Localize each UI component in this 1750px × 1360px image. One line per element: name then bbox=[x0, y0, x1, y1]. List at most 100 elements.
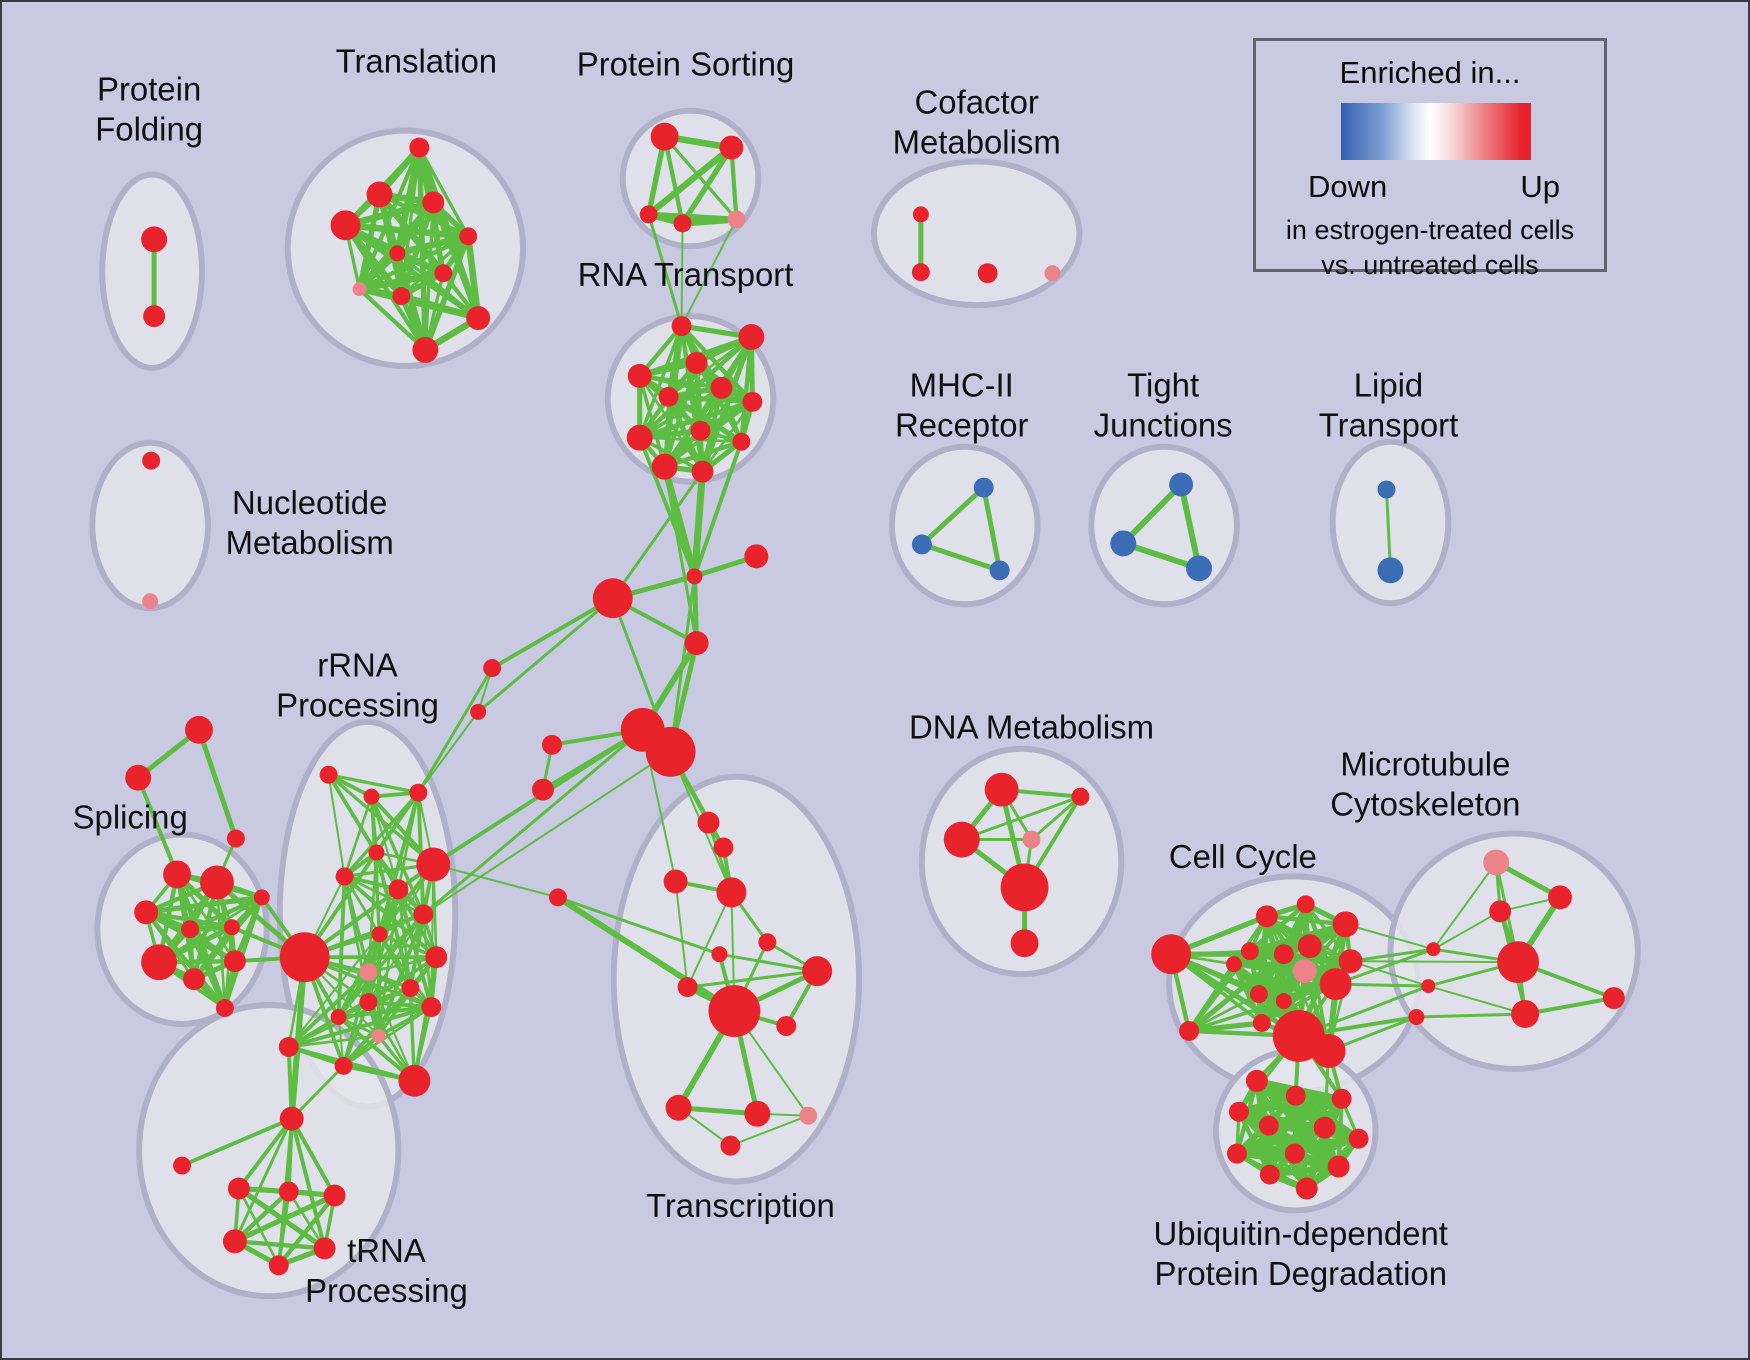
node-t6[interactable] bbox=[389, 245, 406, 262]
node-cc1[interactable] bbox=[1151, 934, 1192, 975]
node-u10[interactable] bbox=[1327, 1155, 1350, 1178]
node-cc17[interactable] bbox=[1225, 956, 1242, 973]
node-tr2[interactable] bbox=[278, 1181, 299, 1202]
node-t2[interactable] bbox=[366, 181, 393, 208]
node-u3[interactable] bbox=[1331, 1088, 1352, 1109]
node-x12[interactable] bbox=[744, 1100, 771, 1127]
node-r20[interactable] bbox=[278, 1036, 299, 1057]
node-m2[interactable] bbox=[911, 534, 932, 555]
node-r3[interactable] bbox=[409, 783, 428, 802]
node-c2[interactable] bbox=[744, 544, 769, 569]
node-cc14[interactable] bbox=[1311, 1033, 1346, 1068]
node-x2[interactable] bbox=[713, 837, 734, 858]
node-x13[interactable] bbox=[799, 1106, 818, 1125]
node-sp8[interactable] bbox=[183, 968, 205, 991]
node-tr1[interactable] bbox=[227, 1177, 250, 1200]
node-r8[interactable] bbox=[413, 904, 434, 925]
node-sp2[interactable] bbox=[199, 865, 234, 900]
node-s3[interactable] bbox=[226, 829, 245, 848]
node-tr4[interactable] bbox=[222, 1229, 247, 1254]
node-tr5[interactable] bbox=[268, 1255, 289, 1276]
node-u5[interactable] bbox=[1258, 1115, 1279, 1136]
node-b2[interactable] bbox=[1421, 979, 1436, 994]
node-tr6[interactable] bbox=[313, 1237, 336, 1260]
node-u7[interactable] bbox=[1348, 1128, 1369, 1149]
node-mt3[interactable] bbox=[1489, 900, 1512, 923]
node-pf1[interactable] bbox=[141, 226, 168, 253]
node-rt1[interactable] bbox=[671, 316, 692, 337]
node-m1[interactable] bbox=[973, 477, 994, 498]
node-x7[interactable] bbox=[677, 977, 698, 998]
node-ps3[interactable] bbox=[639, 205, 658, 224]
node-l2[interactable] bbox=[1377, 557, 1404, 584]
node-r11[interactable] bbox=[359, 963, 378, 982]
node-cf4[interactable] bbox=[1044, 265, 1061, 282]
node-cc13[interactable] bbox=[1272, 1010, 1325, 1062]
node-n1[interactable] bbox=[142, 451, 161, 470]
node-cc5[interactable] bbox=[1240, 942, 1259, 961]
node-x10[interactable] bbox=[776, 1016, 797, 1036]
node-sp10[interactable] bbox=[215, 999, 234, 1018]
node-cc10[interactable] bbox=[1338, 949, 1363, 974]
node-u4[interactable] bbox=[1228, 1101, 1249, 1122]
node-mt1[interactable] bbox=[1483, 849, 1510, 876]
node-mt2[interactable] bbox=[1548, 885, 1572, 910]
node-rt9[interactable] bbox=[690, 420, 711, 441]
node-rt10[interactable] bbox=[651, 453, 678, 480]
node-ps4[interactable] bbox=[673, 214, 692, 233]
node-cc12[interactable] bbox=[1275, 993, 1292, 1010]
node-sp7[interactable] bbox=[141, 944, 178, 981]
node-rt6[interactable] bbox=[658, 386, 679, 407]
node-cf2[interactable] bbox=[911, 263, 930, 282]
node-cc15[interactable] bbox=[1179, 1020, 1200, 1041]
node-rt8[interactable] bbox=[626, 424, 653, 451]
node-t4[interactable] bbox=[330, 210, 361, 241]
node-cc3[interactable] bbox=[1296, 895, 1315, 914]
node-cc4[interactable] bbox=[1332, 911, 1359, 938]
node-d5[interactable] bbox=[1000, 863, 1049, 912]
node-b3[interactable] bbox=[1408, 1009, 1425, 1025]
node-s2[interactable] bbox=[125, 764, 152, 791]
node-r13[interactable] bbox=[401, 979, 420, 998]
node-r5[interactable] bbox=[335, 867, 354, 886]
node-trh[interactable] bbox=[279, 1106, 304, 1131]
node-u9[interactable] bbox=[1284, 1143, 1305, 1164]
node-cc9[interactable] bbox=[1319, 968, 1352, 1001]
node-r6[interactable] bbox=[388, 879, 409, 900]
node-sp3[interactable] bbox=[253, 889, 270, 906]
node-c3[interactable] bbox=[592, 578, 633, 619]
node-d4[interactable] bbox=[1022, 830, 1041, 849]
node-mt4[interactable] bbox=[1497, 941, 1540, 984]
node-rt3[interactable] bbox=[627, 363, 652, 388]
node-t3[interactable] bbox=[422, 191, 445, 214]
node-u1[interactable] bbox=[1245, 1069, 1268, 1092]
node-c10[interactable] bbox=[470, 703, 487, 720]
node-c7[interactable] bbox=[541, 734, 562, 755]
node-rt12[interactable] bbox=[732, 432, 751, 451]
node-r1[interactable] bbox=[319, 765, 338, 784]
node-c9[interactable] bbox=[483, 659, 502, 678]
node-tj1[interactable] bbox=[1169, 472, 1194, 497]
node-d2[interactable] bbox=[1071, 787, 1090, 806]
node-c6[interactable] bbox=[645, 726, 696, 777]
node-d3[interactable] bbox=[943, 821, 980, 858]
node-u2[interactable] bbox=[1285, 1085, 1306, 1106]
node-r10[interactable] bbox=[330, 1009, 347, 1025]
node-cf3[interactable] bbox=[977, 263, 998, 284]
node-rt4[interactable] bbox=[685, 351, 708, 374]
node-r14[interactable] bbox=[425, 946, 448, 969]
node-r2[interactable] bbox=[363, 788, 380, 805]
node-x11[interactable] bbox=[665, 1094, 692, 1121]
node-tj2[interactable] bbox=[1110, 530, 1137, 557]
node-r19[interactable] bbox=[398, 1064, 431, 1097]
node-x4[interactable] bbox=[716, 877, 747, 908]
node-x6[interactable] bbox=[711, 946, 728, 963]
node-mt6[interactable] bbox=[1602, 987, 1625, 1010]
node-x8[interactable] bbox=[802, 956, 833, 987]
node-sp1[interactable] bbox=[163, 860, 192, 889]
node-t8[interactable] bbox=[352, 282, 367, 297]
node-m3[interactable] bbox=[989, 560, 1010, 581]
node-rt11[interactable] bbox=[691, 460, 714, 483]
node-r7[interactable] bbox=[416, 847, 451, 882]
node-r15[interactable] bbox=[421, 997, 442, 1018]
